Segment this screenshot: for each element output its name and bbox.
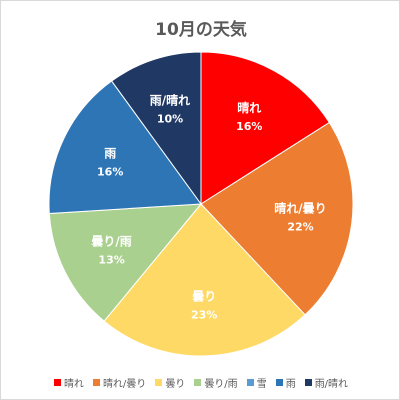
data-label-value-5: 16% — [97, 165, 123, 178]
legend-item-0: 晴れ — [53, 375, 84, 390]
data-label-name-5: 雨 — [104, 146, 116, 160]
data-label-1: 晴れ/曇り 22% — [274, 201, 326, 234]
legend-label-6: 雨/晴れ — [314, 379, 349, 390]
legend-label-4: 雪 — [256, 379, 267, 390]
legend-swatch-3 — [194, 379, 202, 386]
chart-legend: 晴れ 晴れ/曇り 曇り 曇り/雨 雪 雨 雨/晴れ — [1, 375, 399, 390]
data-label-5: 雨 16% — [97, 146, 123, 178]
pie-slice-0 — [200, 51, 331, 205]
legend-swatch-5 — [275, 379, 283, 386]
legend-swatch-2 — [155, 379, 163, 386]
legend-swatch-1 — [92, 379, 100, 386]
data-label-value-0: 16% — [236, 120, 262, 133]
data-label-value-3: 13% — [98, 254, 124, 267]
chart-title: 10月の天気 — [155, 20, 247, 40]
pie-slice-2 — [103, 203, 306, 357]
data-label-value-6: 10% — [157, 113, 183, 126]
legend-label-3: 曇り/雨 — [204, 379, 238, 390]
pie-slice-3 — [48, 203, 203, 322]
legend-label-0: 晴れ — [63, 379, 84, 390]
data-label-value-1: 22% — [287, 221, 313, 234]
legend-label-5: 雨 — [285, 379, 296, 390]
legend-label-1: 晴れ/曇り — [102, 379, 147, 390]
legend-item-3: 曇り/雨 — [194, 375, 238, 390]
data-label-3: 曇り/雨 13% — [91, 235, 131, 267]
data-label-name-1: 晴れ/曇り — [274, 201, 326, 216]
data-label-value-2: 23% — [191, 308, 217, 321]
legend-swatch-0 — [53, 379, 61, 386]
data-label-name-2: 曇り — [192, 289, 216, 303]
pie-slice-5 — [48, 80, 202, 215]
data-label-2: 曇り 23% — [191, 289, 217, 321]
legend-item-1: 晴れ/曇り — [92, 375, 147, 390]
pie-slice-1 — [200, 121, 354, 316]
data-label-0: 晴れ 16% — [236, 100, 262, 133]
data-label-6: 雨/晴れ 10% — [150, 93, 190, 126]
legend-item-5: 雨 — [275, 375, 296, 390]
pie-slice-6 — [110, 51, 202, 206]
legend-item-4: 雪 — [246, 375, 267, 390]
legend-label-2: 曇り — [165, 379, 186, 390]
legend-item-6: 雨/晴れ — [304, 375, 349, 390]
legend-swatch-6 — [304, 379, 312, 386]
legend-item-2: 曇り — [155, 375, 185, 390]
data-label-name-6: 雨/晴れ — [150, 93, 190, 108]
data-label-name-0: 晴れ — [237, 100, 261, 115]
legend-swatch-4 — [246, 379, 254, 386]
data-label-name-3: 曇り/雨 — [91, 235, 131, 249]
